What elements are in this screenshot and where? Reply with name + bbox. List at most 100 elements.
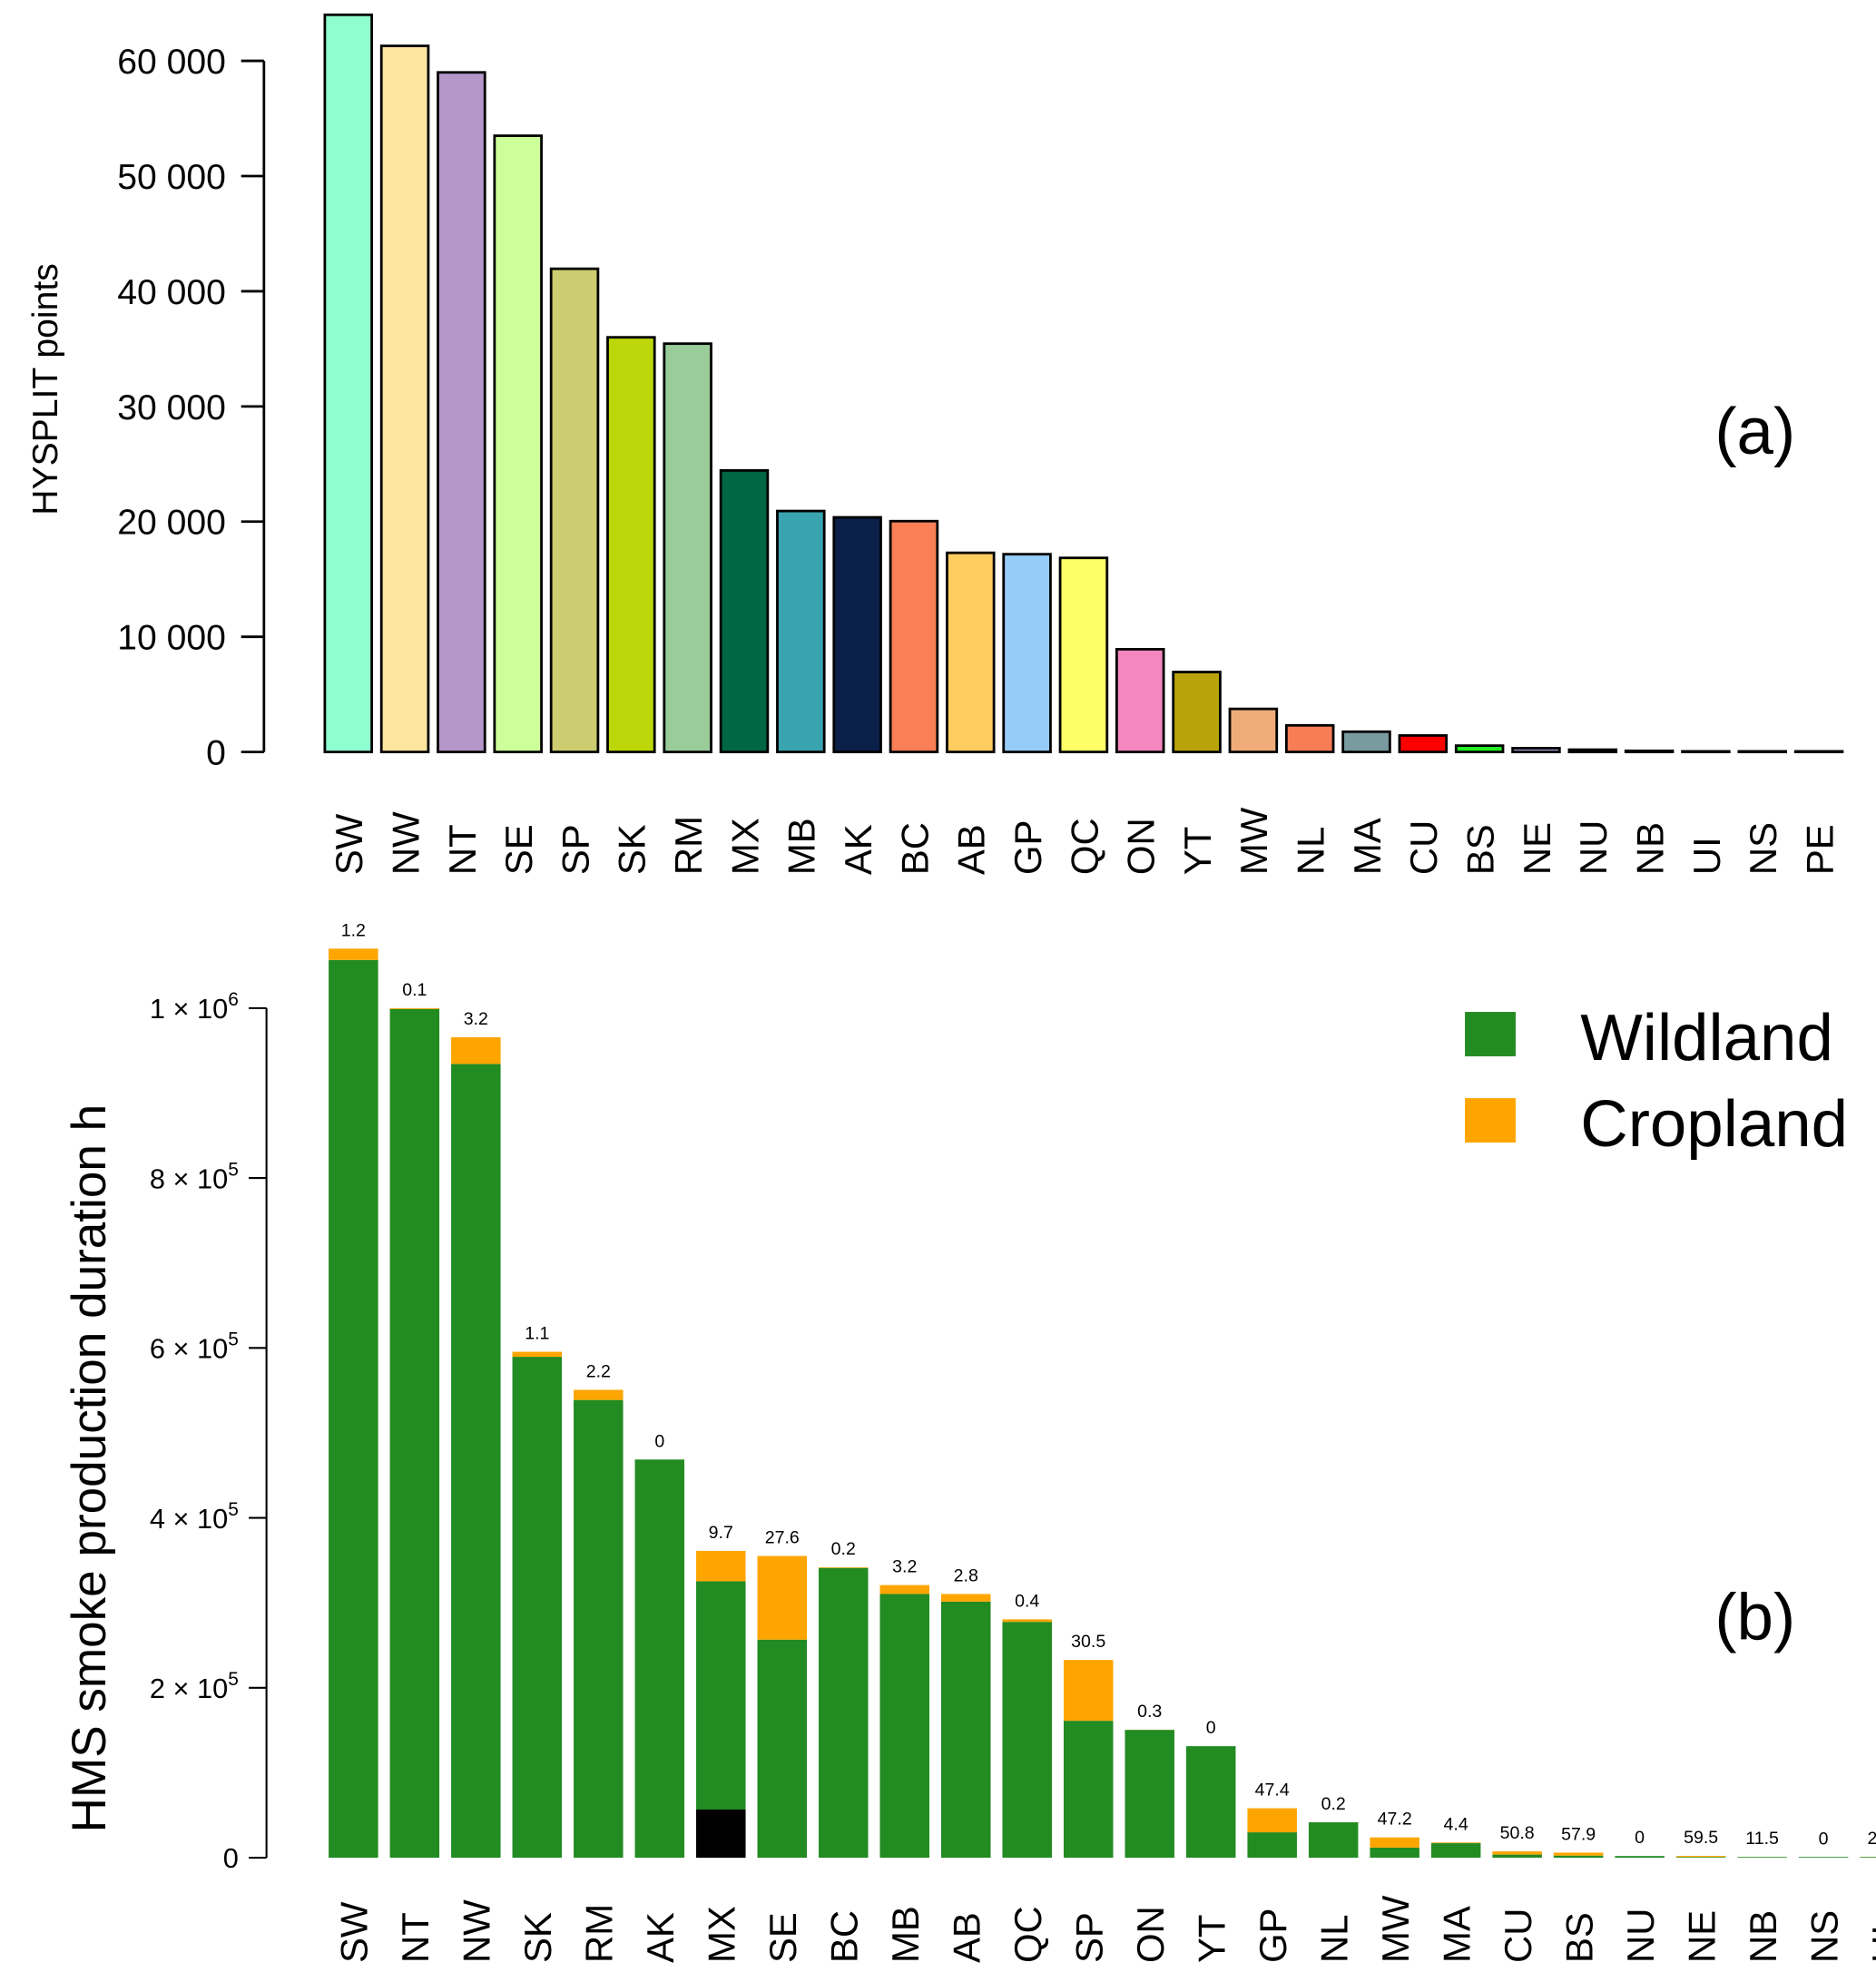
stacked-bar-ma: 4.4	[1430, 1814, 1481, 1859]
category-label: RM	[667, 816, 710, 875]
panel-a-label: (a)	[1714, 395, 1795, 468]
category-label: UI	[1685, 837, 1728, 875]
stacked-bar-nt: 0.1	[389, 980, 440, 1859]
bar-mw	[1228, 707, 1279, 754]
panel-a-y-axis: 0 10 000 20 000 30 000 40 000 50 000 60 000	[117, 43, 266, 773]
category-label: SK	[516, 1912, 559, 1963]
stacked-bar-mw: 47.2	[1370, 1810, 1419, 1859]
stacked-bar-sw: 1.2	[329, 920, 378, 1859]
category-label: CU	[1497, 1908, 1539, 1964]
bar-segment-cropland	[1675, 1856, 1726, 1858]
bar-segment-cropland	[389, 1007, 440, 1009]
bar-segment-wildland	[879, 1594, 929, 1859]
cropland-percent-label: 11.5	[1745, 1829, 1779, 1849]
bar-segment-wildland	[512, 1357, 563, 1859]
stacked-bar-bs: 57.9	[1553, 1824, 1604, 1859]
bar-segment-wildland	[1860, 1857, 1876, 1859]
bar-segment-wildland	[634, 1459, 685, 1859]
category-label: AB	[950, 824, 993, 875]
stacked-bar-mx: 9.7	[696, 1523, 746, 1859]
category-label: NU	[1619, 1908, 1662, 1964]
bar-ui	[1681, 750, 1731, 754]
y-tick-label: 6 × 105	[150, 1330, 239, 1365]
legend-label-wildland: Wildland	[1580, 1001, 1833, 1074]
category-label: AK	[837, 824, 879, 875]
stacked-bar-rm: 2.2	[574, 1362, 624, 1859]
cropland-percent-label: 0.1	[402, 980, 427, 1000]
legend-swatch-cropland	[1465, 1098, 1516, 1143]
bar-segment-cropland	[696, 1550, 746, 1582]
category-label: MB	[781, 818, 823, 875]
bar-cu	[1398, 734, 1449, 754]
category-label: NL	[1313, 1914, 1356, 1963]
bar-segment-cropland	[512, 1351, 563, 1358]
cropland-percent-label: 0.3	[1137, 1702, 1162, 1722]
bar-segment-wildland	[940, 1601, 991, 1859]
legend-swatch-wildland	[1465, 1012, 1516, 1056]
bar-segment-wildland	[1675, 1857, 1726, 1859]
cropland-percent-label: 0.4	[1015, 1591, 1039, 1611]
cropland-percent-label: 4.4	[1444, 1814, 1468, 1834]
bar-segment-wildland	[1798, 1857, 1849, 1859]
category-label: SW	[333, 1901, 376, 1963]
cropland-percent-label: 0	[1635, 1828, 1645, 1848]
category-label: MX	[723, 818, 766, 875]
category-label: BC	[823, 1910, 866, 1963]
bar-bc	[889, 519, 939, 754]
bar-segment-wildland	[389, 1008, 440, 1859]
cropland-percent-label: 2.2	[586, 1362, 611, 1382]
bar-segment-cropland	[1247, 1808, 1297, 1833]
bar-segment-wildland	[1737, 1857, 1787, 1859]
category-label: MA	[1346, 818, 1389, 875]
bar-segment-black-base	[696, 1809, 746, 1859]
y-tick-label: 0	[206, 734, 226, 773]
stacked-bar-nw: 3.2	[451, 1009, 501, 1859]
cropland-percent-label: 0	[654, 1431, 664, 1451]
bar-segment-wildland	[1125, 1730, 1174, 1859]
cropland-percent-label: 47.4	[1255, 1781, 1290, 1800]
cropland-percent-label: 9.7	[709, 1523, 733, 1543]
y-tick-label: 2 × 105	[150, 1669, 239, 1704]
cropland-percent-label: 0.2	[1321, 1794, 1346, 1814]
category-label: MX	[701, 1906, 743, 1963]
y-tick-label: 60 000	[117, 43, 226, 82]
category-label: CU	[1402, 820, 1445, 876]
stacked-bar-bc: 0.2	[819, 1539, 869, 1859]
y-tick-label: 50 000	[117, 158, 226, 197]
cropland-percent-label: 57.9	[1561, 1824, 1596, 1844]
cropland-percent-label: 0	[1819, 1829, 1829, 1849]
category-label: SP	[1068, 1912, 1111, 1963]
y-tick-label: 10 000	[117, 619, 226, 658]
category-label: MW	[1374, 1895, 1417, 1963]
bar-segment-wildland	[1247, 1832, 1297, 1859]
stacked-bar-cu: 50.8	[1492, 1823, 1542, 1859]
category-label: YT	[1191, 1914, 1233, 1963]
category-label: GP	[1007, 820, 1049, 876]
bar-yt	[1172, 671, 1222, 754]
cropland-percent-label: 30.5	[1071, 1632, 1105, 1652]
bar-segment-wildland	[757, 1639, 808, 1859]
bar-on	[1115, 647, 1165, 754]
bar-segment-wildland	[329, 959, 378, 1859]
bar-segment-wildland	[1553, 1855, 1604, 1859]
y-tick-label: 40 000	[117, 273, 226, 312]
cropland-percent-label: 47.2	[1378, 1810, 1412, 1830]
bar-mx	[719, 469, 770, 754]
panel-b-label: (b)	[1714, 1581, 1795, 1654]
bar-segment-wildland	[1370, 1847, 1419, 1859]
bar-pe	[1793, 750, 1844, 754]
bar-segment-wildland	[451, 1064, 501, 1859]
bar-segment-cropland	[819, 1567, 869, 1568]
category-label: SK	[611, 824, 653, 875]
bar-qc	[1058, 556, 1109, 754]
panel-b-y-axis: 0 2 × 105 4 × 105 6 × 105 8 × 105 1 × 106	[150, 989, 268, 1874]
bar-segment-cropland	[940, 1594, 991, 1602]
y-tick-label: 4 × 105	[150, 1499, 239, 1535]
bar-sp	[549, 267, 600, 754]
stacked-bar-ne: 59.5	[1675, 1828, 1726, 1859]
stacked-bar-ab: 2.8	[940, 1565, 991, 1859]
bar-ab	[946, 551, 996, 754]
category-label: AB	[946, 1912, 988, 1963]
bar-segment-wildland	[1308, 1822, 1359, 1859]
